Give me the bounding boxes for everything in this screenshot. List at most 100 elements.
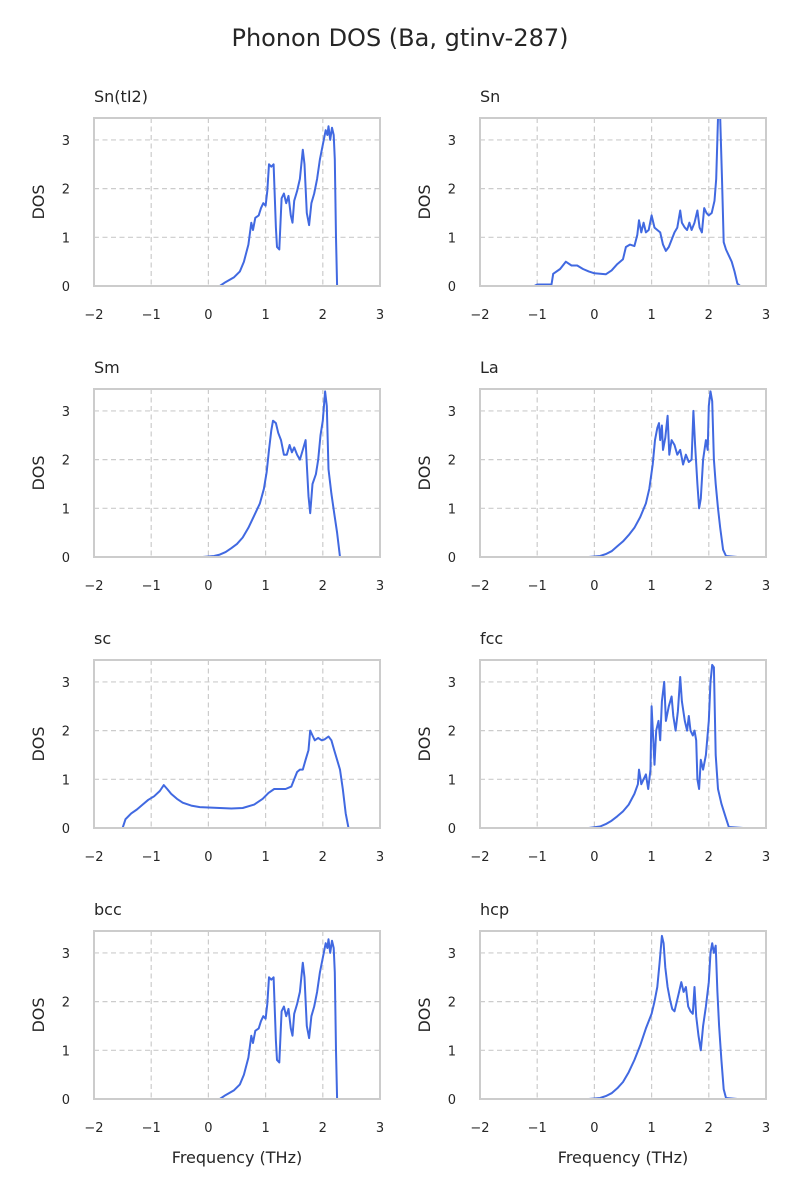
x-tick-label: −2 xyxy=(84,850,103,865)
y-tick-label: 3 xyxy=(62,405,70,420)
x-tick-label: 1 xyxy=(261,850,269,865)
y-tick-label: 2 xyxy=(62,454,70,469)
x-tick-label: 0 xyxy=(590,308,598,323)
subplot-title: Sn xyxy=(480,87,500,106)
x-tick-label: −2 xyxy=(84,308,103,323)
x-tick-label: 2 xyxy=(319,850,327,865)
y-tick-label: 1 xyxy=(62,502,70,517)
y-tick-label: 0 xyxy=(62,280,70,295)
dos-curve-bcc xyxy=(94,938,349,1099)
y-tick-label: 1 xyxy=(62,231,70,246)
x-tick-label: 3 xyxy=(376,850,384,865)
x-tick-label: 2 xyxy=(705,1121,713,1136)
x-tick-label: −2 xyxy=(84,579,103,594)
y-tick-label: 1 xyxy=(448,231,456,246)
y-axis-label: DOS xyxy=(415,997,434,1032)
y-axis-label: DOS xyxy=(29,997,48,1032)
subplot-la: La −2 −1 0 1 2 3 0 1 2 3 DOS xyxy=(415,358,770,594)
x-tick-label: 1 xyxy=(261,579,269,594)
subplot-sn: Sn −2 −1 0 1 2 3 0 1 2 3 DOS xyxy=(415,87,770,323)
x-tick-label: 1 xyxy=(647,850,655,865)
x-tick-label: −1 xyxy=(142,850,161,865)
x-tick-label: −1 xyxy=(142,1121,161,1136)
subplot-hcp: hcp −2 −1 0 1 2 3 0 1 2 3 DOS Frequency (THz) xyxy=(415,900,770,1167)
x-tick-label: 3 xyxy=(376,1121,384,1136)
y-tick-label: 1 xyxy=(448,502,456,517)
axes-frame xyxy=(479,388,767,558)
y-tick-label: 0 xyxy=(62,822,70,837)
x-tick-label: 2 xyxy=(319,1121,327,1136)
x-tick-label: 3 xyxy=(762,850,770,865)
y-tick-label: 3 xyxy=(448,134,456,149)
subplot-title: Sm xyxy=(94,358,120,377)
axes-frame xyxy=(93,388,381,558)
y-tick-label: 3 xyxy=(62,676,70,691)
y-axis-label: DOS xyxy=(29,455,48,490)
y-tick-label: 0 xyxy=(448,822,456,837)
y-tick-label: 2 xyxy=(62,725,70,740)
axes-frame xyxy=(93,117,381,287)
y-tick-label: 0 xyxy=(448,551,456,566)
x-tick-label: 3 xyxy=(376,579,384,594)
y-axis-label: DOS xyxy=(29,726,48,761)
x-tick-label: 1 xyxy=(261,1121,269,1136)
x-tick-label: 3 xyxy=(762,579,770,594)
axes-frame xyxy=(479,930,767,1100)
y-tick-label: 0 xyxy=(448,1093,456,1108)
x-tick-label: 1 xyxy=(647,1121,655,1136)
subplot-sc: sc −2 −1 0 1 2 3 0 1 2 3 DOS xyxy=(29,629,384,865)
subplot-title: sc xyxy=(94,629,111,648)
x-tick-label: −1 xyxy=(142,308,161,323)
x-tick-label: −1 xyxy=(142,579,161,594)
y-tick-label: 3 xyxy=(448,676,456,691)
x-tick-label: 2 xyxy=(319,579,327,594)
x-tick-label: 3 xyxy=(762,308,770,323)
y-tick-label: 0 xyxy=(62,551,70,566)
y-tick-label: 3 xyxy=(62,947,70,962)
x-tick-label: 0 xyxy=(204,850,212,865)
x-tick-label: −2 xyxy=(470,579,489,594)
x-tick-label: 3 xyxy=(762,1121,770,1136)
x-tick-label: 3 xyxy=(376,308,384,323)
x-tick-label: −1 xyxy=(528,579,547,594)
dos-curve-sc xyxy=(102,729,369,828)
y-axis-label: DOS xyxy=(415,726,434,761)
dos-curve-la xyxy=(480,390,738,557)
x-tick-label: 0 xyxy=(590,850,598,865)
y-tick-label: 2 xyxy=(62,996,70,1011)
y-tick-label: 1 xyxy=(448,773,456,788)
subplot-title: hcp xyxy=(480,900,509,919)
y-tick-label: 0 xyxy=(448,280,456,295)
dos-curve-sn-ti2 xyxy=(94,125,349,286)
x-tick-label: −2 xyxy=(470,1121,489,1136)
y-tick-label: 2 xyxy=(448,725,456,740)
axes-frame xyxy=(479,117,767,287)
y-axis-label: DOS xyxy=(29,184,48,219)
axes-frame xyxy=(93,930,381,1100)
x-tick-label: −2 xyxy=(470,850,489,865)
dos-curve-sn xyxy=(480,118,758,286)
x-tick-label: 2 xyxy=(705,308,713,323)
y-tick-label: 2 xyxy=(62,183,70,198)
subplot-title: La xyxy=(480,358,499,377)
x-tick-label: 0 xyxy=(590,1121,598,1136)
axes-frame xyxy=(479,659,767,829)
x-axis-label: Frequency (THz) xyxy=(172,1148,302,1167)
subplot-sm: Sm −2 −1 0 1 2 3 0 1 2 3 DOS xyxy=(29,358,384,594)
y-tick-label: 1 xyxy=(62,773,70,788)
y-tick-label: 2 xyxy=(448,996,456,1011)
x-tick-label: 1 xyxy=(647,308,655,323)
axes-frame xyxy=(93,659,381,829)
y-axis-label: DOS xyxy=(415,184,434,219)
subplot-fcc: fcc −2 −1 0 1 2 3 0 1 2 3 DOS xyxy=(415,629,770,865)
y-axis-label: DOS xyxy=(415,455,434,490)
y-tick-label: 1 xyxy=(62,1044,70,1059)
y-tick-label: 3 xyxy=(62,134,70,149)
subplot-title: fcc xyxy=(480,629,503,648)
x-tick-label: 2 xyxy=(705,579,713,594)
x-tick-label: 1 xyxy=(261,308,269,323)
x-tick-label: −2 xyxy=(84,1121,103,1136)
subplot-sn-ti2: Sn(tI2) −2 −1 0 1 2 3 0 1 2 3 DOS xyxy=(29,87,384,323)
x-axis-label: Frequency (THz) xyxy=(558,1148,688,1167)
